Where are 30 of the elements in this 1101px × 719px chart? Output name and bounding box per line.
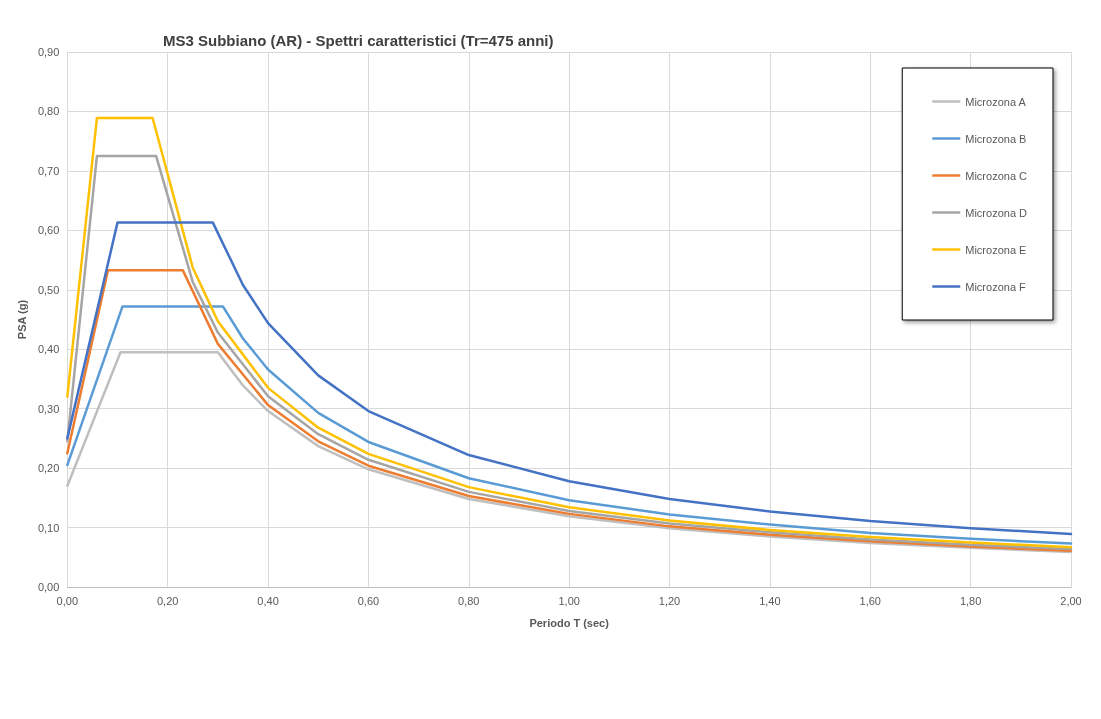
y-axis-title: PSA (g) bbox=[15, 299, 28, 340]
x-tick-label: 2,00 bbox=[1060, 594, 1082, 607]
chart-title: MS3 Subbiano (AR) - Spettri caratteristici (Tr=475 anni) bbox=[163, 32, 554, 49]
y-tick-label: 0,60 bbox=[37, 224, 60, 237]
x-tick-label: 0,80 bbox=[458, 594, 480, 607]
y-tick-label: 0,90 bbox=[37, 46, 60, 58]
legend-label: Microzona C bbox=[965, 169, 1028, 182]
y-tick-label: 0,40 bbox=[37, 343, 60, 356]
x-tick-label: 0,40 bbox=[257, 594, 279, 607]
legend-label: Microzona D bbox=[965, 206, 1028, 219]
y-tick-label: 0,70 bbox=[37, 164, 60, 177]
x-axis-title: Periodo T (sec) bbox=[529, 616, 610, 629]
legend-label: Microzona F bbox=[965, 280, 1027, 293]
x-tick-label: 0,00 bbox=[56, 594, 79, 607]
y-tick-label: 0,80 bbox=[37, 105, 60, 118]
x-tick-label: 0,60 bbox=[357, 594, 380, 607]
x-tick-label: 0,20 bbox=[156, 594, 179, 607]
x-tick-label: 1,00 bbox=[558, 594, 580, 607]
y-tick-label: 0,20 bbox=[37, 462, 60, 475]
y-tick-label: 0,00 bbox=[37, 581, 60, 593]
x-tick-label: 1,80 bbox=[959, 594, 982, 607]
x-tick-label: 1,60 bbox=[859, 594, 881, 607]
legend-label: Microzona B bbox=[965, 132, 1027, 145]
legend-label: Microzona E bbox=[965, 243, 1027, 256]
y-tick-label: 0,10 bbox=[37, 521, 60, 534]
x-tick-label: 1,20 bbox=[658, 594, 681, 607]
x-tick-label: 1,40 bbox=[759, 594, 781, 607]
y-tick-label: 0,50 bbox=[37, 283, 60, 296]
legend-label: Microzona A bbox=[965, 95, 1027, 108]
y-tick-label: 0,30 bbox=[37, 402, 60, 415]
